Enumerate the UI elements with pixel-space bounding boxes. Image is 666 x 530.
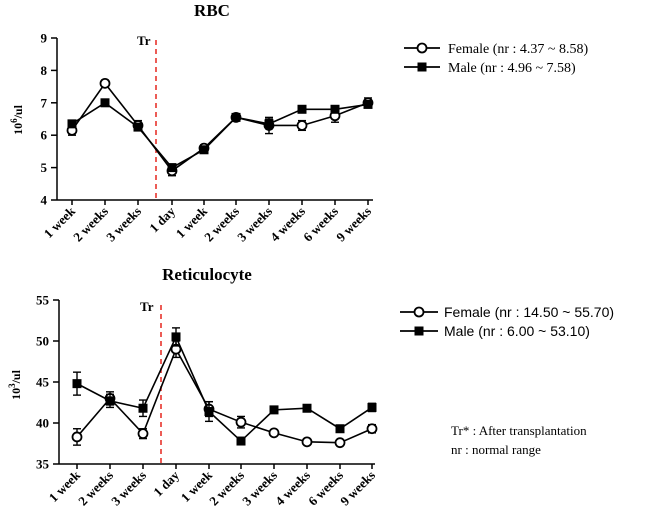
reticulocyte-x-tick-label: 3 weeks [239,468,280,509]
rbc-y-tick-label: 9 [41,31,48,46]
rbc-series-male-point [167,163,177,173]
reticulocyte-tr-label: Tr [140,299,154,314]
rbc-y-tick-label: 4 [41,193,48,208]
rbc-series-male-point [100,98,110,108]
reticulocyte-y-tick-label: 40 [36,416,49,431]
reticulocyte-y-tick-label: 50 [36,334,49,349]
reticulocyte-ylabel: 103/ul [7,369,23,400]
reticulocyte-legend-female: Female (nr : 14.50 ~ 55.70) [400,304,614,320]
rbc-legend-female-label: Female (nr : 4.37 ~ 8.58) [448,42,588,57]
rbc-series-female [66,77,374,177]
reticulocyte-legend-female-label: Female (nr : 14.50 ~ 55.70) [444,304,614,320]
reticulocyte-y-ticks: 35 40 45 50 55 [36,293,59,472]
rbc-series-male-point [330,104,340,114]
note-transplantation: Tr* : After transplantation [451,423,587,438]
rbc-series-male [67,98,373,173]
reticulocyte-series-female-point [71,431,83,443]
reticulocyte-legend-male: Male (nr : 6.00 ~ 53.10) [400,323,590,339]
rbc-title: RBC [194,1,230,20]
reticulocyte-series-female-point [301,436,313,448]
reticulocyte-series-male-point [138,403,148,413]
reticulocyte-series-male-point [105,396,115,406]
rbc-series-female-point [99,77,111,89]
rbc-x-tick-label: 6 weeks [300,204,341,245]
rbc-x-tick-label: 3 weeks [103,204,144,245]
reticulocyte-legend-female-marker [413,306,425,318]
rbc-series-male-point [363,99,373,109]
rbc-y-ticks: 4 5 6 7 8 9 [41,31,57,208]
rbc-x-tick-label: 4 weeks [267,204,308,245]
reticulocyte-series-male-point [72,379,82,389]
rbc-series-male-point [231,112,241,122]
reticulocyte-series-male-line [76,334,373,443]
rbc-series-male-point [67,119,77,129]
reticulocyte-legend-male-marker [414,326,424,336]
reticulocyte-series-male-point [171,332,181,342]
reticulocyte-series-female-point [366,423,378,435]
rbc-legend-male-marker [417,62,427,72]
rbc-series-male-point [264,119,274,129]
rbc-x-tick-label: 3 weeks [234,204,275,245]
rbc-ylabel: 106/ul [9,104,25,135]
reticulocyte-series-male [72,327,377,446]
reticulocyte-series-female-point [334,437,346,449]
reticulocyte-x-tick-label: 2 weeks [206,468,247,509]
reticulocyte-series-female-point [137,428,149,440]
rbc-series-female-point [296,120,308,131]
rbc-series-male-point [199,145,209,155]
note-normal-range: nr : normal range [451,442,541,457]
reticulocyte-series-male-point [367,402,377,412]
reticulocyte-series-female-point [268,427,280,439]
reticulocyte-series-male-point [302,403,312,413]
reticulocyte-y-tick-label: 35 [36,457,50,472]
rbc-legend-male: Male (nr : 4.96 ~ 7.58) [404,61,576,76]
rbc-legend-male-label: Male (nr : 4.96 ~ 7.58) [448,61,576,76]
reticulocyte-series-female [71,340,378,449]
reticulocyte-y-tick-label: 45 [36,375,50,390]
rbc-x-tick-label: 9 weeks [333,204,374,245]
rbc-legend: Female (nr : 4.37 ~ 8.58) Male (nr : 4.9… [404,42,588,76]
reticulocyte-series-male-point [236,436,246,446]
rbc-legend-female: Female (nr : 4.37 ~ 8.58) [404,42,588,57]
rbc-y-tick-label: 6 [41,128,48,143]
reticulocyte-plot-area [71,327,378,449]
reticulocyte-x-tick-label: 6 weeks [305,468,346,509]
rbc-series-female-line [71,82,369,172]
reticulocyte-x-tick-label: 3 weeks [108,468,149,509]
reticulocyte-legend: Female (nr : 14.50 ~ 55.70) Male (nr : 6… [400,304,614,339]
reticulocyte-series-male-point [335,424,345,434]
rbc-x-tick-label: 2 weeks [201,204,242,245]
rbc-y-tick-label: 8 [41,63,48,78]
rbc-y-tick-label: 7 [41,95,48,110]
rbc-series-male-point [133,122,143,132]
reticulocyte-x-tick-label: 4 weeks [272,468,313,509]
reticulocyte-series-female-point [235,416,247,428]
reticulocyte-series-female-line [76,347,373,444]
reticulocyte-x-tick-label: 2 weeks [75,468,116,509]
reticulocyte-series-male-point [269,405,279,415]
reticulocyte-y-tick-label: 55 [36,293,50,308]
reticulocyte-series-male-point [204,407,214,417]
rbc-series-male-point [297,104,307,114]
rbc-series-male-line [71,101,369,169]
rbc-y-tick-label: 5 [41,160,48,175]
reticulocyte-x-tick-label: 9 weeks [337,468,378,509]
reticulocyte-title: Reticulocyte [162,265,252,284]
rbc-plot-area [66,77,374,177]
footnotes: Tr* : After transplantation nr : normal … [451,423,587,457]
rbc-legend-female-marker [416,42,428,54]
reticulocyte-legend-male-label: Male (nr : 6.00 ~ 53.10) [444,323,590,339]
rbc-tr-label: Tr [137,33,151,48]
rbc-x-tick-label: 2 weeks [70,204,111,245]
